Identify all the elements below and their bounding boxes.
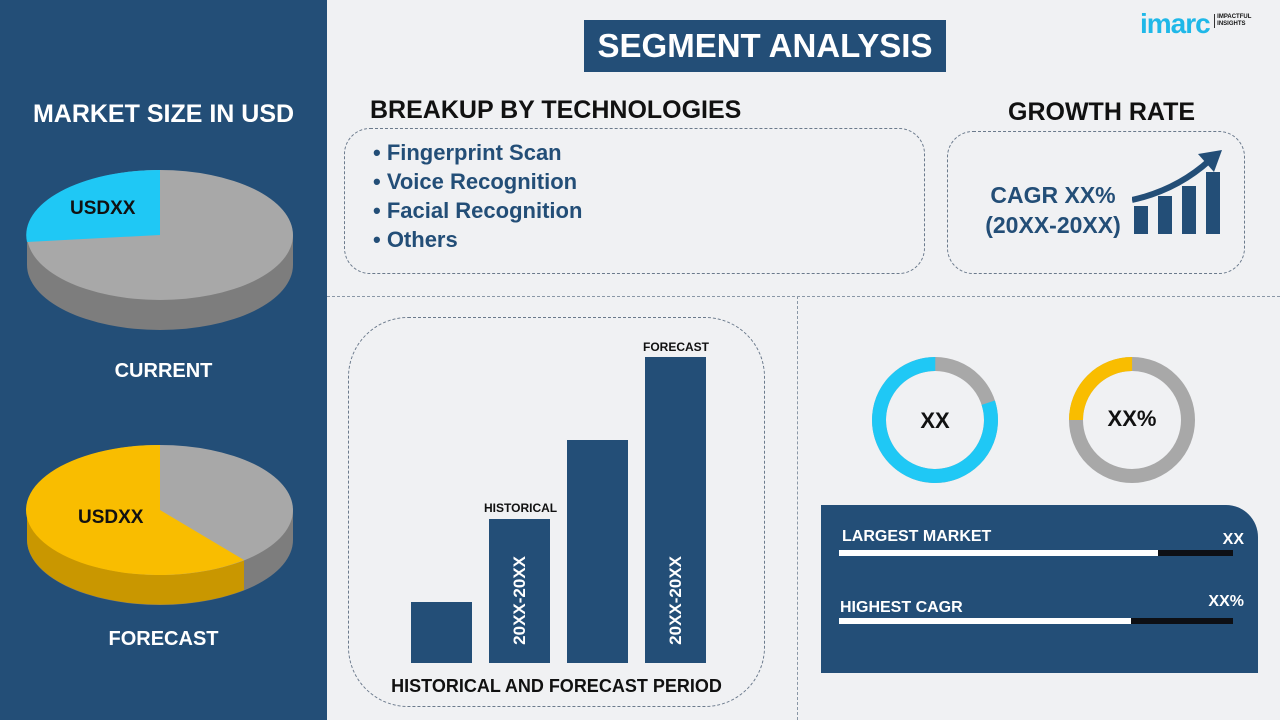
bar-period-label: 20XX-20XX xyxy=(665,556,685,645)
forecast-label: FORECAST xyxy=(643,340,709,354)
bar-3 xyxy=(567,439,628,663)
left-panel: MARKET SIZE IN USD USDXX CURRENT USDXX F… xyxy=(0,0,327,720)
forecast-label: FORECAST xyxy=(108,628,219,650)
cagr-period: (20XX-20XX) xyxy=(985,212,1121,238)
bar-chart-box xyxy=(348,317,765,707)
market-size-heading: MARKET SIZE IN USD xyxy=(32,100,295,128)
highest-cagr-bar xyxy=(839,618,1233,624)
cagr-value: CAGR XX% xyxy=(990,182,1116,208)
bar-period-label: 20XX-20XX xyxy=(509,556,529,645)
growth-chart-icon xyxy=(1132,150,1222,234)
largest-market-bar xyxy=(839,550,1233,556)
bar-chart-caption: HISTORICAL AND FORECAST PERIOD xyxy=(391,676,722,696)
imarc-logo: imarc IMPACTFUL INSIGHTS xyxy=(1140,8,1254,40)
bar-2: 20XX-20XX xyxy=(489,519,550,663)
donut-2-label: XX% xyxy=(1107,406,1157,431)
breakup-heading: BREAKUP BY TECHNOLOGIES xyxy=(370,96,742,124)
donut-1-label: XX xyxy=(920,408,950,433)
kpi-panel: LARGEST MARKET XX HIGHEST CAGR XX% xyxy=(821,505,1258,673)
largest-market-label: LARGEST MARKET xyxy=(842,528,992,545)
donut-segment xyxy=(1069,357,1195,483)
list-item: • Voice Recognition xyxy=(373,169,578,194)
bar-1 xyxy=(411,601,472,663)
largest-market-value: XX xyxy=(1222,531,1244,548)
current-pie xyxy=(26,169,293,330)
bar-chart: 20XX-20XX 20XX-20XX HISTORICAL FORECAST … xyxy=(348,317,765,720)
forecast-value: USDXX xyxy=(78,507,144,528)
divider xyxy=(327,296,1280,297)
list-item: • Others xyxy=(373,227,458,252)
current-label: CURRENT xyxy=(114,360,213,382)
highest-cagr-label: HIGHEST CAGR xyxy=(840,599,963,616)
breakup-box: • Fingerprint Scan • Voice Recognition •… xyxy=(344,128,925,274)
current-value: USDXX xyxy=(70,198,136,219)
donut-charts xyxy=(872,357,1195,483)
page-title: SEGMENT ANALYSIS xyxy=(584,20,946,72)
growth-heading: GROWTH RATE xyxy=(1008,98,1196,126)
divider xyxy=(797,296,798,720)
list-item: • Fingerprint Scan xyxy=(373,140,562,165)
growth-box: CAGR XX% (20XX-20XX) xyxy=(947,131,1245,274)
list-item: • Facial Recognition xyxy=(373,198,583,223)
bar-4: 20XX-20XX xyxy=(645,357,706,663)
historical-label: HISTORICAL xyxy=(484,501,558,515)
highest-cagr-value: XX% xyxy=(1208,593,1244,610)
forecast-pie xyxy=(26,444,293,605)
